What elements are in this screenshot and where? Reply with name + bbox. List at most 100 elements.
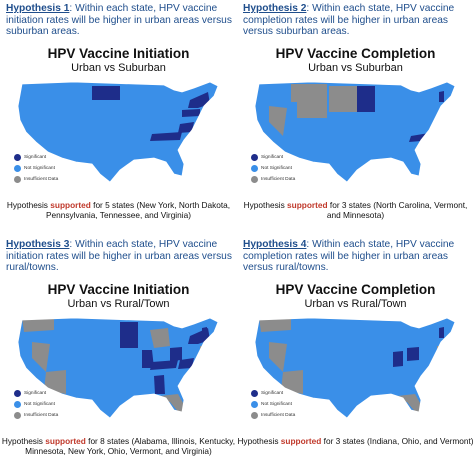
state-washington bbox=[259, 318, 291, 332]
panel-hypothesis-3: Hypothesis 3: Within each state, HPV vac… bbox=[0, 236, 237, 472]
hypothesis-body: : Within each state, HPV vaccine initiat… bbox=[6, 239, 232, 273]
state-north-dakota bbox=[92, 86, 120, 100]
legend-insufficient: Insufficient Data bbox=[261, 413, 296, 418]
hypothesis-label: Hypothesis 4 bbox=[243, 239, 307, 250]
state-tennessee bbox=[150, 132, 182, 141]
result-note: Hypothesis supported for 8 states (Alaba… bbox=[0, 436, 237, 456]
legend-not-significant: Not Significant bbox=[24, 166, 55, 171]
insufficient-swatch bbox=[251, 176, 258, 183]
state-arizona bbox=[281, 370, 303, 394]
note-prefix: Hypothesis bbox=[1, 436, 46, 446]
state-michigan bbox=[150, 328, 170, 348]
legend: Significant Not Significant Insufficient… bbox=[251, 388, 295, 421]
result-note: Hypothesis supported for 3 states (India… bbox=[237, 436, 474, 446]
state-wyoming bbox=[297, 102, 327, 118]
not-significant-swatch bbox=[251, 401, 258, 408]
legend-insufficient: Insufficient Data bbox=[261, 177, 296, 182]
hypothesis-text: Hypothesis 2: Within each state, HPV vac… bbox=[243, 3, 471, 38]
state-nevada bbox=[32, 342, 50, 372]
note-supported: supported bbox=[287, 200, 328, 210]
legend-not-significant: Not Significant bbox=[261, 402, 292, 407]
note-suffix: for 5 states (New York, North Dakota, Pe… bbox=[46, 200, 231, 220]
significant-swatch bbox=[14, 390, 21, 397]
panel-hypothesis-4: Hypothesis 4: Within each state, HPV vac… bbox=[237, 236, 474, 472]
not-significant-swatch bbox=[251, 165, 258, 172]
state-vermont bbox=[439, 327, 444, 338]
map-title: HPV Vaccine Initiation bbox=[47, 46, 190, 61]
legend: Significant Not Significant Insufficient… bbox=[14, 152, 58, 185]
map-subtitle: Urban vs Rural/Town bbox=[304, 298, 407, 310]
insufficient-swatch bbox=[14, 412, 21, 419]
state-indiana bbox=[393, 351, 403, 367]
state-south-dakota bbox=[329, 100, 357, 112]
map-subtitle: Urban vs Suburban bbox=[71, 62, 166, 74]
state-north-dakota bbox=[329, 86, 357, 100]
legend-not-significant: Not Significant bbox=[261, 166, 292, 171]
state-ohio bbox=[170, 347, 182, 361]
legend-significant: Significant bbox=[24, 391, 47, 396]
hypothesis-text: Hypothesis 1: Within each state, HPV vac… bbox=[6, 3, 234, 38]
legend-insufficient: Insufficient Data bbox=[24, 177, 59, 182]
note-suffix: for 3 states (Indiana, Ohio, and Vermont… bbox=[321, 436, 474, 446]
state-montana bbox=[291, 84, 327, 102]
significant-swatch bbox=[251, 390, 258, 397]
state-nevada bbox=[269, 342, 287, 372]
state-pennsylvania bbox=[182, 109, 200, 117]
note-supported: supported bbox=[50, 200, 91, 210]
state-new-jersey bbox=[437, 346, 441, 354]
state-virginia bbox=[178, 122, 194, 133]
state-washington bbox=[22, 318, 54, 332]
note-supported: supported bbox=[280, 436, 322, 446]
state-vermont bbox=[439, 91, 444, 102]
state-arizona bbox=[44, 370, 66, 394]
map-title: HPV Vaccine Initiation bbox=[47, 282, 190, 297]
state-new-york bbox=[188, 92, 210, 108]
hypothesis-body: : Within each state, HPV vaccine complet… bbox=[243, 239, 455, 273]
state-alabama bbox=[154, 375, 165, 394]
panel-hypothesis-2: Hypothesis 2: Within each state, HPV vac… bbox=[237, 0, 474, 236]
legend-significant: Significant bbox=[261, 155, 284, 160]
significant-swatch bbox=[251, 154, 258, 161]
map-title: HPV Vaccine Completion bbox=[275, 46, 436, 61]
us-map bbox=[17, 317, 219, 419]
legend: Significant Not Significant Insufficient… bbox=[251, 152, 295, 185]
us-map bbox=[17, 81, 219, 183]
note-prefix: Hypothesis bbox=[6, 200, 51, 210]
map-title: HPV Vaccine Completion bbox=[275, 282, 436, 297]
map-subtitle: Urban vs Rural/Town bbox=[67, 298, 170, 310]
state-nevada bbox=[269, 106, 287, 136]
note-suffix: for 3 states (North Carolina, Vermont, a… bbox=[326, 200, 468, 220]
state-virginia bbox=[178, 358, 194, 369]
note-prefix: Hypothesis bbox=[237, 436, 281, 446]
state-minnesota bbox=[357, 86, 375, 112]
state-ohio bbox=[407, 347, 419, 361]
legend-insufficient: Insufficient Data bbox=[24, 413, 59, 418]
note-prefix: Hypothesis bbox=[243, 200, 288, 210]
hypothesis-body: : Within each state, HPV vaccine initiat… bbox=[6, 3, 232, 37]
legend-not-significant: Not Significant bbox=[24, 402, 55, 407]
state-illinois bbox=[142, 350, 154, 368]
note-supported: supported bbox=[45, 436, 86, 446]
result-note: Hypothesis supported for 5 states (New Y… bbox=[0, 200, 237, 220]
insufficient-swatch bbox=[251, 412, 258, 419]
legend-significant: Significant bbox=[261, 391, 284, 396]
state-new-jersey bbox=[200, 346, 204, 354]
hypothesis-body: : Within each state, HPV vaccine complet… bbox=[243, 3, 455, 37]
note-suffix: for 8 states (Alabama, Illinois, Kentuck… bbox=[25, 436, 236, 456]
hypothesis-label: Hypothesis 2 bbox=[243, 3, 307, 14]
hypothesis-label: Hypothesis 1 bbox=[6, 3, 70, 14]
insufficient-swatch bbox=[14, 176, 21, 183]
legend-significant: Significant bbox=[24, 155, 47, 160]
us-map bbox=[254, 81, 456, 183]
hypothesis-text: Hypothesis 4: Within each state, HPV vac… bbox=[243, 239, 471, 274]
state-kentucky bbox=[150, 360, 178, 370]
state-vermont bbox=[202, 327, 207, 338]
legend: Significant Not Significant Insufficient… bbox=[14, 388, 58, 421]
panel-hypothesis-1: Hypothesis 1: Within each state, HPV vac… bbox=[0, 0, 237, 236]
map-subtitle: Urban vs Suburban bbox=[308, 62, 403, 74]
result-note: Hypothesis supported for 3 states (North… bbox=[237, 200, 474, 220]
hypothesis-text: Hypothesis 3: Within each state, HPV vac… bbox=[6, 239, 234, 274]
state-minnesota bbox=[120, 322, 138, 348]
significant-swatch bbox=[14, 154, 21, 161]
not-significant-swatch bbox=[14, 401, 21, 408]
